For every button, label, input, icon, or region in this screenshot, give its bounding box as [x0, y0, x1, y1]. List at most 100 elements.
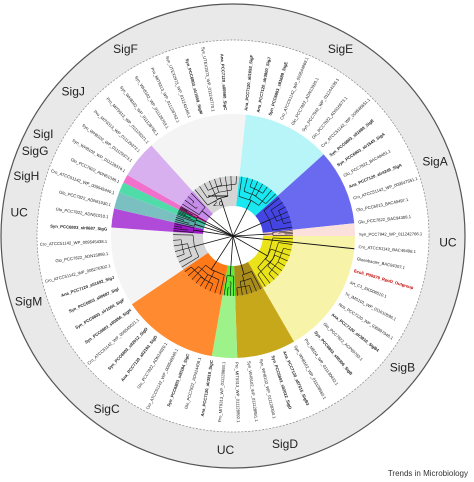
branch-line — [249, 179, 253, 187]
clade-sector-outer — [131, 269, 223, 357]
leaf-label: Cro_ATCC51142_BAC49498.1 — [358, 244, 416, 254]
clade-sector-outer — [151, 114, 246, 192]
scale-bar: 2.0 — [208, 195, 228, 208]
ring-group-label: SigI — [33, 127, 54, 141]
branch-line — [255, 183, 263, 197]
branch-line — [240, 264, 245, 275]
branch-line — [178, 255, 192, 263]
branch-line — [173, 239, 182, 241]
branch-line — [267, 265, 279, 276]
branch-line — [220, 196, 228, 199]
branch-line — [205, 264, 212, 270]
branch-line — [236, 285, 248, 289]
branch-line — [177, 212, 191, 219]
branch-line — [211, 269, 225, 276]
branch-line — [268, 261, 279, 274]
branch-line — [198, 266, 209, 275]
branch-line — [229, 265, 232, 276]
branch-line — [236, 287, 238, 296]
branch-line — [220, 197, 225, 208]
branch-line — [230, 281, 232, 296]
clade-sector-inner — [173, 231, 209, 270]
leaf-label: Ana_PCC7120_all1692_SigF — [243, 54, 254, 111]
clade-sector-outer — [239, 114, 324, 196]
ring-group-label: UC — [439, 236, 457, 250]
branch-line — [187, 266, 199, 277]
branch-line — [197, 216, 207, 223]
branch-line — [178, 211, 186, 216]
branch-line — [180, 239, 184, 250]
branch-line — [190, 192, 206, 208]
branch-line — [219, 274, 225, 295]
branch-line — [207, 191, 219, 199]
branch-line — [173, 230, 194, 233]
branch-line — [199, 186, 208, 199]
branch-line — [216, 183, 237, 187]
branch-line — [174, 223, 194, 229]
clade-sector-outer — [123, 175, 182, 210]
leaf-label: Ana_PCC7120_all0590_SigC — [220, 54, 229, 111]
ring-group-label: SigC — [94, 402, 120, 416]
branch-line — [203, 235, 234, 245]
clade-sector-outer — [235, 287, 294, 358]
branch-line — [283, 221, 292, 224]
branch-line — [214, 279, 220, 294]
branch-line — [187, 243, 189, 248]
branch-line — [249, 181, 259, 200]
branch-line — [194, 189, 208, 206]
branch-line — [232, 235, 242, 265]
branch-line — [176, 215, 196, 223]
ring-group-label: SigG — [22, 144, 49, 158]
branch-line — [265, 258, 283, 272]
branch-line — [258, 189, 272, 206]
branch-line — [262, 233, 273, 235]
leaf-label: Cro_ATCC51142_WP_009545438.1 — [40, 239, 108, 247]
clade-sector-outer — [277, 154, 355, 230]
branch-line — [182, 203, 200, 215]
branch-line — [226, 287, 229, 296]
ring-group-label: SigD — [272, 437, 298, 451]
branch-line — [249, 285, 253, 294]
branch-line — [194, 243, 205, 247]
ring-group-label: SigA — [422, 155, 447, 169]
branch-line — [207, 197, 221, 206]
tree-branches — [173, 176, 355, 297]
branch-line — [232, 234, 263, 237]
leaf-label: Pro_MIT9313_WP_011128893.1 — [217, 361, 226, 422]
clade-sector-outer — [111, 227, 184, 305]
outgroup-branch — [232, 235, 355, 250]
branch-line — [192, 201, 195, 204]
branch-line — [198, 210, 203, 215]
branch-line — [243, 177, 248, 192]
branch-line — [230, 235, 234, 266]
leaf-label: Syn_PCC6803_slr0687_SigG — [50, 224, 107, 232]
branch-line — [269, 211, 288, 221]
branch-line — [174, 246, 195, 252]
clade-sector-outer — [114, 192, 177, 223]
branch-line — [178, 210, 197, 220]
branch-line — [283, 247, 292, 251]
branch-line — [179, 208, 193, 216]
branch-line — [238, 176, 243, 197]
branch-line — [219, 177, 222, 186]
branch-line — [280, 214, 284, 224]
ring-group-labels: SigE SigA UC SigB SigD UC SigC SigM UC SigH SigG Si… — [11, 42, 457, 457]
branch-line — [195, 206, 198, 209]
branch-line — [216, 235, 234, 262]
branch-line — [191, 266, 205, 280]
branch-line — [240, 279, 246, 282]
branch-line — [181, 256, 199, 268]
branch-line — [203, 183, 209, 191]
branch-line — [251, 271, 262, 290]
branch-line — [274, 254, 288, 262]
branch-line — [209, 283, 214, 292]
clade-sector-outer — [127, 145, 193, 206]
branch-line — [278, 210, 281, 215]
branch-line — [211, 269, 215, 272]
clade-sector-inner — [174, 214, 205, 230]
branch-line — [268, 273, 275, 280]
branch-line — [232, 235, 260, 252]
branch-line — [278, 206, 286, 211]
branch-line — [250, 200, 259, 206]
